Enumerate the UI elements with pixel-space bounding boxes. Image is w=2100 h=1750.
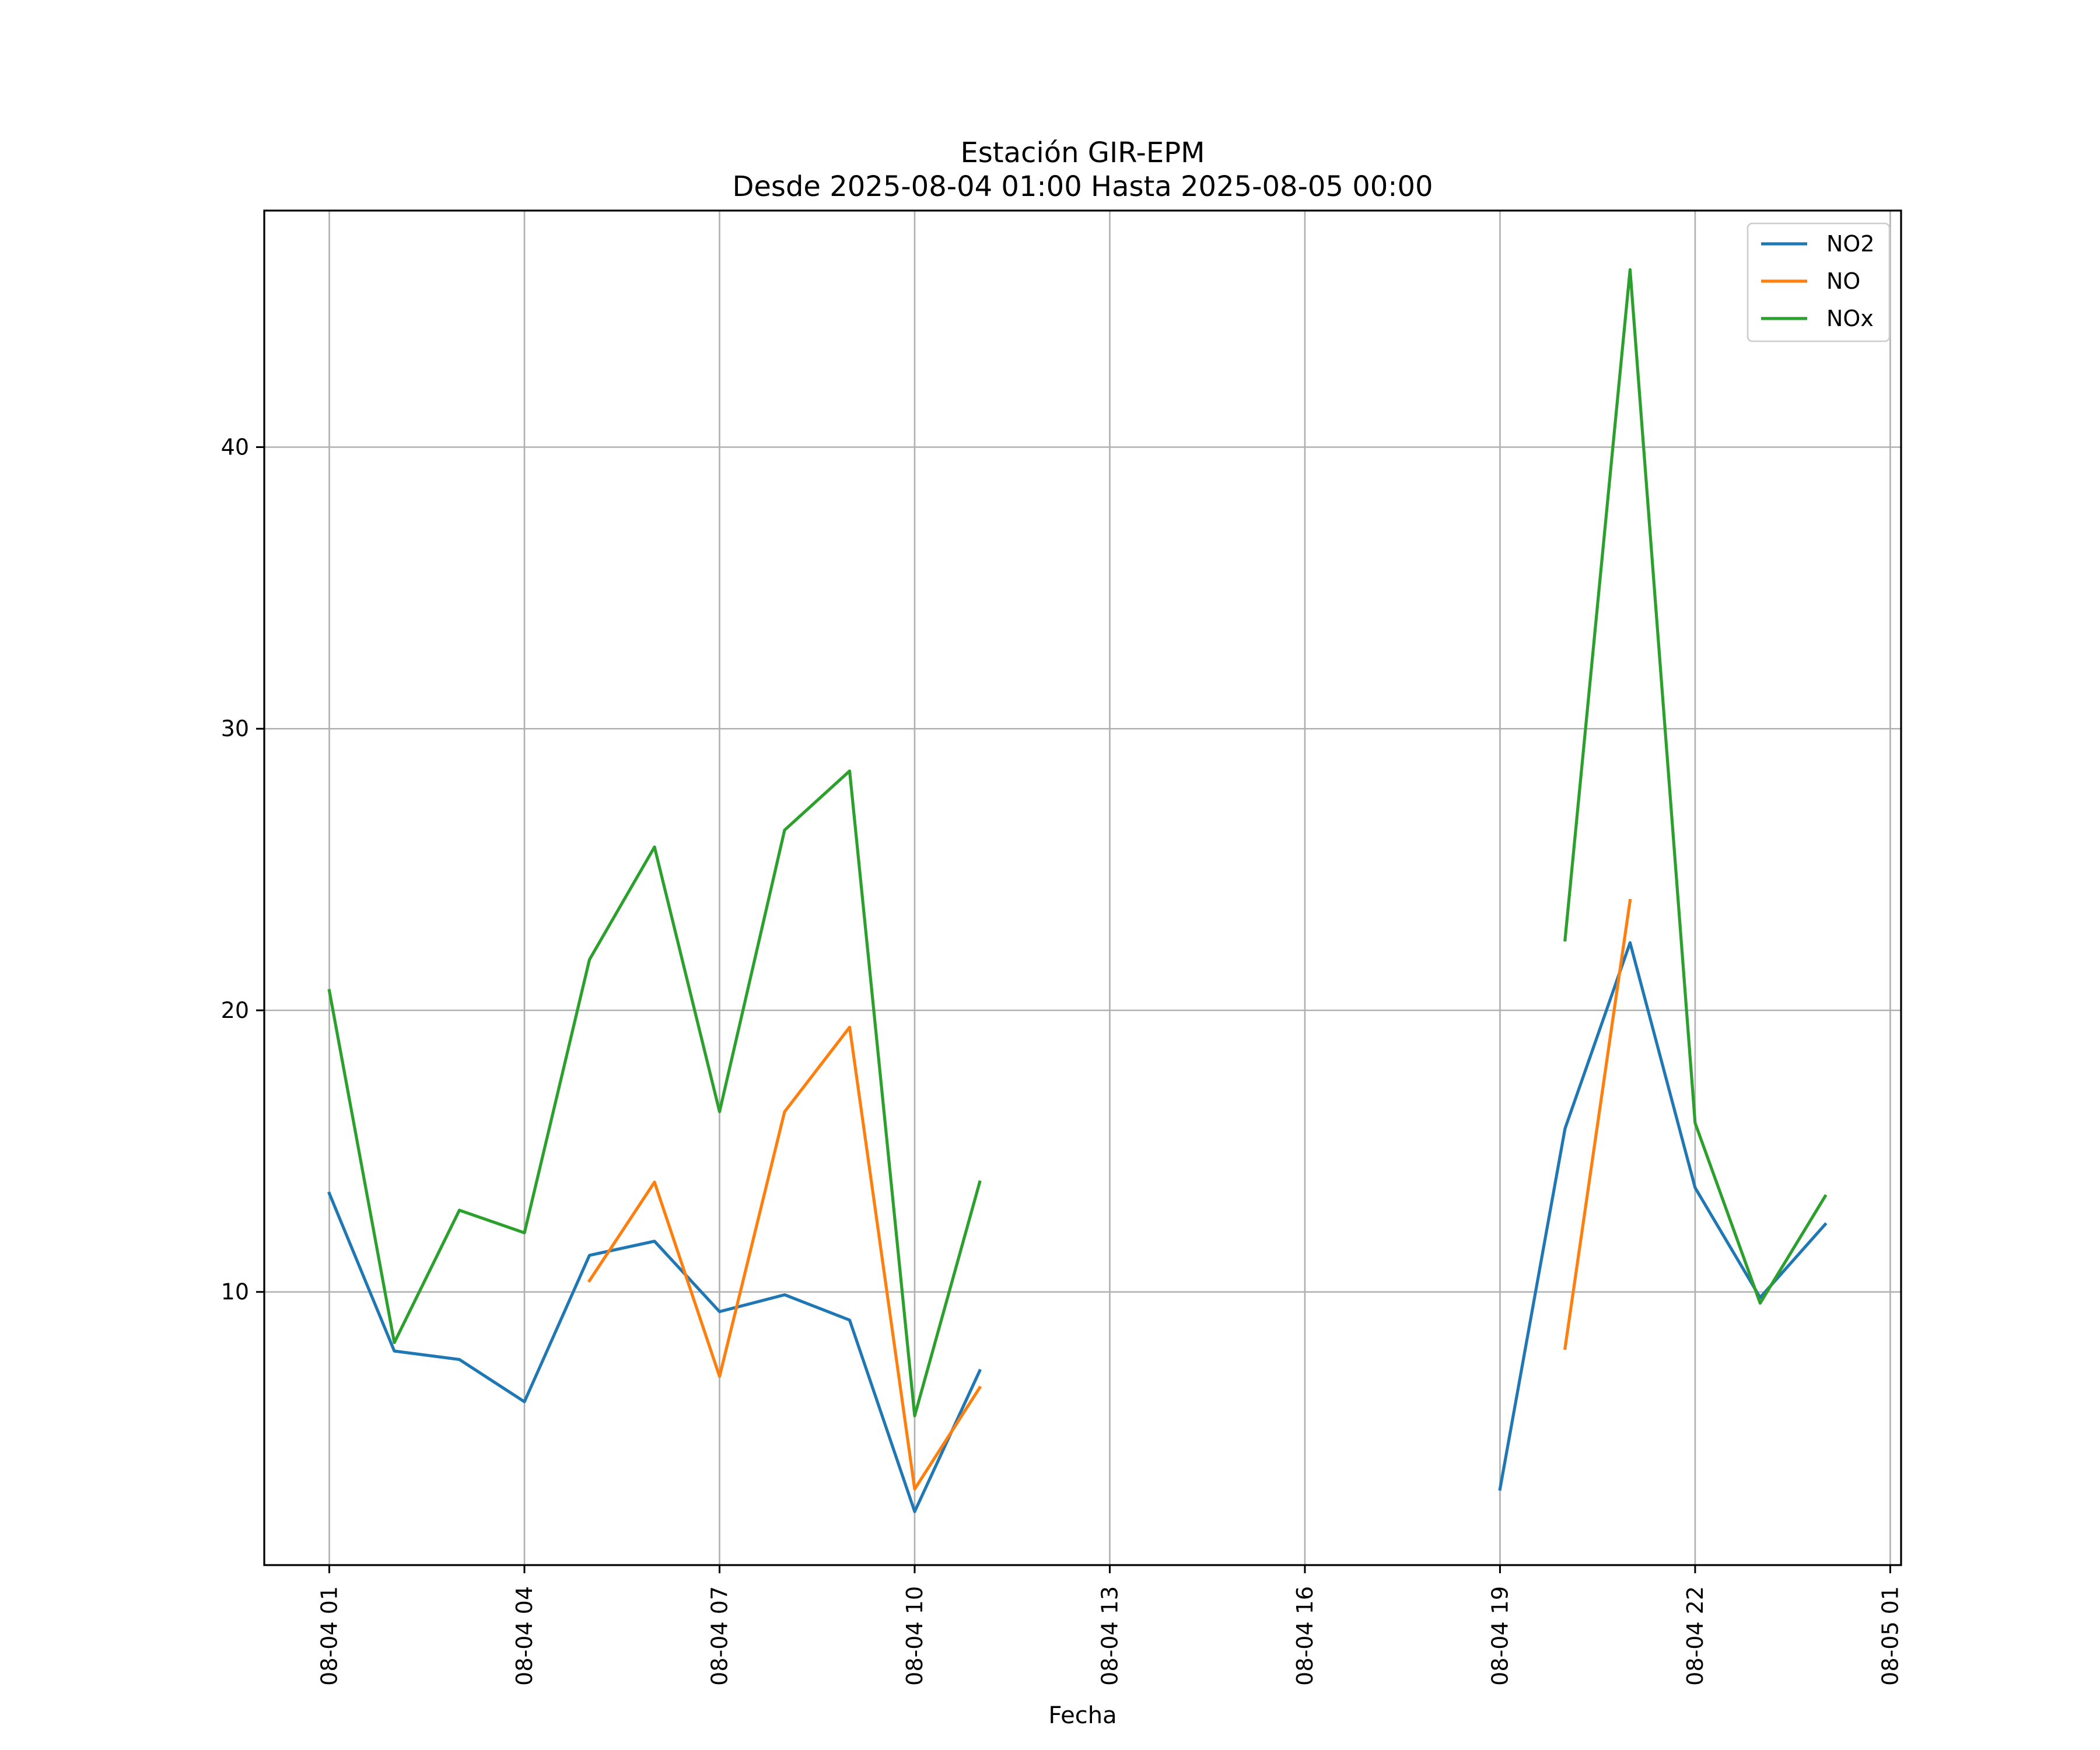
legend-label-no2: NO2 (1826, 231, 1875, 257)
legend-label-nox: NOx (1826, 306, 1874, 331)
x-tick-label: 08-04 04 (512, 1586, 537, 1686)
y-tick-label: 30 (221, 716, 249, 741)
legend-label-no: NO (1826, 268, 1860, 294)
y-tick-label: 10 (221, 1279, 249, 1305)
x-tick-label: 08-04 16 (1292, 1586, 1318, 1686)
grid (264, 211, 1901, 1565)
series-line-nox (327, 268, 1828, 1418)
x-tick-label: 08-04 10 (902, 1586, 928, 1686)
x-axis-label: Fecha (1048, 1702, 1116, 1729)
y-axis-ticks: 10 20 30 40 (221, 435, 264, 1305)
legend: NO2 NO NOx (1746, 222, 1891, 342)
x-tick-label: 08-04 19 (1487, 1586, 1513, 1686)
chart-title: Estación GIR-EPM (960, 136, 1205, 169)
chart-subtitle: Desde 2025-08-04 01:00 Hasta 2025-08-05 … (732, 170, 1433, 203)
x-tick-label: 08-04 07 (706, 1586, 732, 1686)
plot-frame (263, 209, 1902, 1566)
x-tick-label: 08-04 13 (1097, 1586, 1122, 1686)
x-tick-label: 08-05 01 (1877, 1586, 1903, 1686)
y-tick-label: 20 (221, 998, 249, 1023)
series-line-no2 (327, 941, 1828, 1513)
series-lines (327, 268, 1828, 1513)
x-tick-label: 08-04 22 (1682, 1586, 1708, 1686)
series-line-no (587, 898, 1632, 1491)
legend-items: NO2 NO NOx (1761, 231, 1875, 331)
legend-box (1746, 222, 1891, 342)
x-tick-label: 08-04 01 (316, 1586, 342, 1686)
y-tick-label: 40 (221, 435, 249, 460)
x-axis-ticks: 08-04 01 08-04 04 08-04 07 08-04 10 08-04 13… (316, 1565, 1903, 1686)
